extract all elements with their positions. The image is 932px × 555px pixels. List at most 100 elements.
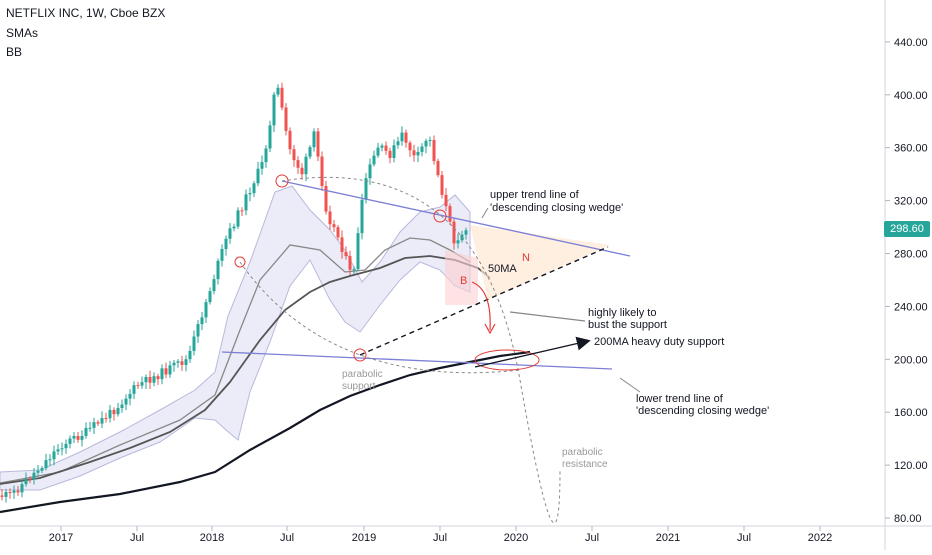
candle-up <box>128 393 132 399</box>
candle-up <box>260 162 264 169</box>
candle-down <box>148 376 152 383</box>
bust-pointer-line <box>509 311 586 322</box>
parabolic-support-label-1: parabolic <box>342 369 383 380</box>
candle-up <box>196 324 200 337</box>
candle-up <box>208 291 212 303</box>
candle-up <box>416 151 420 156</box>
bust-label-1: highly likely to <box>588 307 656 319</box>
candle-up <box>20 484 24 493</box>
ma50-line <box>0 255 491 485</box>
price-tick-label: 240.00 <box>894 301 928 313</box>
candle-down <box>28 478 32 480</box>
candle-up <box>264 148 268 163</box>
candle-up <box>256 168 260 184</box>
moving-averages-layer <box>0 255 531 514</box>
candle-up <box>356 233 360 270</box>
candle-up <box>120 404 124 409</box>
candle-up <box>72 435 76 439</box>
candle-down <box>332 224 336 228</box>
price-tick-label: 80.00 <box>894 513 922 525</box>
candle-down <box>452 221 456 244</box>
candle-down <box>444 194 448 207</box>
time-tick-label: 2019 <box>352 532 376 544</box>
parabolic-support-label-2: support <box>342 381 376 392</box>
candle-up <box>124 398 128 405</box>
candle-up <box>172 362 176 366</box>
candle-down <box>340 237 344 253</box>
time-tick-label: Jul <box>585 532 599 544</box>
candle-down <box>336 227 340 238</box>
candle-up <box>212 279 216 292</box>
candle-up <box>272 94 276 126</box>
candle-up <box>64 443 68 449</box>
symbol-title[interactable]: NETFLIX INC, 1W, Cboe BZX <box>6 6 166 20</box>
candle-up <box>220 248 224 261</box>
lower-trend-pointer <box>619 377 641 393</box>
candle-up <box>4 491 8 497</box>
candle-up <box>88 427 92 429</box>
candle-down <box>156 376 160 380</box>
candle-down <box>408 142 412 151</box>
candle-down <box>440 175 444 195</box>
candle-up <box>268 125 272 149</box>
time-tick-label: Jul <box>737 532 751 544</box>
candle-down <box>136 385 140 387</box>
downside-arrowhead <box>484 323 496 335</box>
candle-up <box>160 368 164 380</box>
candle-up <box>12 490 16 493</box>
upper-trend-pointer <box>481 207 489 219</box>
candle-up <box>56 449 60 452</box>
candle-up <box>244 194 248 211</box>
downside-arrow <box>471 281 491 331</box>
candle-up <box>232 226 236 229</box>
candle-down <box>0 495 4 497</box>
time-tick-label: 2017 <box>49 532 73 544</box>
b-region-fill <box>445 250 478 305</box>
upper-trend-line <box>281 180 631 257</box>
wedge-b-label: B <box>460 275 467 287</box>
indicator-sma-label[interactable]: SMAs <box>6 26 39 40</box>
candle-down <box>288 130 292 150</box>
lower-trend-label-1: lower trend line of <box>636 393 724 405</box>
ma200-label: 200MA heavy duty support <box>594 336 724 348</box>
candle-up <box>424 140 428 147</box>
parabolic-resistance-curve <box>281 176 561 524</box>
candle-up <box>216 260 220 280</box>
candle-up <box>204 302 208 318</box>
price-tick-label: 160.00 <box>894 407 928 419</box>
candle-up <box>312 131 316 148</box>
candle-up <box>36 470 40 473</box>
price-tick-label: 200.00 <box>894 354 928 366</box>
candle-up <box>40 468 44 471</box>
candle-up <box>200 317 204 325</box>
candle-down <box>344 252 348 257</box>
time-tick-label: 2022 <box>808 532 832 544</box>
candle-down <box>284 107 288 131</box>
candle-down <box>280 87 284 108</box>
candle-up <box>228 228 232 239</box>
candle-up <box>152 376 156 383</box>
candle-up <box>80 435 84 440</box>
time-tick-label: Jul <box>130 532 144 544</box>
candle-up <box>304 156 308 175</box>
candle-down <box>324 186 328 212</box>
candle-down <box>300 167 304 175</box>
candle-up <box>252 183 256 194</box>
candle-down <box>96 422 100 424</box>
time-tick-label: 2018 <box>200 532 224 544</box>
candle-up <box>184 359 188 365</box>
candle-down <box>112 409 116 415</box>
candle-down <box>320 156 324 187</box>
ma50-label: 50MA <box>488 263 517 275</box>
candle-up <box>132 385 136 394</box>
candle-down <box>292 149 296 161</box>
indicator-bb-label[interactable]: BB <box>6 45 23 59</box>
candle-down <box>384 145 388 151</box>
parabolic-resistance-label-1: parabolic <box>562 447 603 458</box>
candle-up <box>400 132 404 142</box>
candle-down <box>76 435 80 440</box>
candle-up <box>24 478 28 485</box>
time-tick-label: Jul <box>433 532 447 544</box>
